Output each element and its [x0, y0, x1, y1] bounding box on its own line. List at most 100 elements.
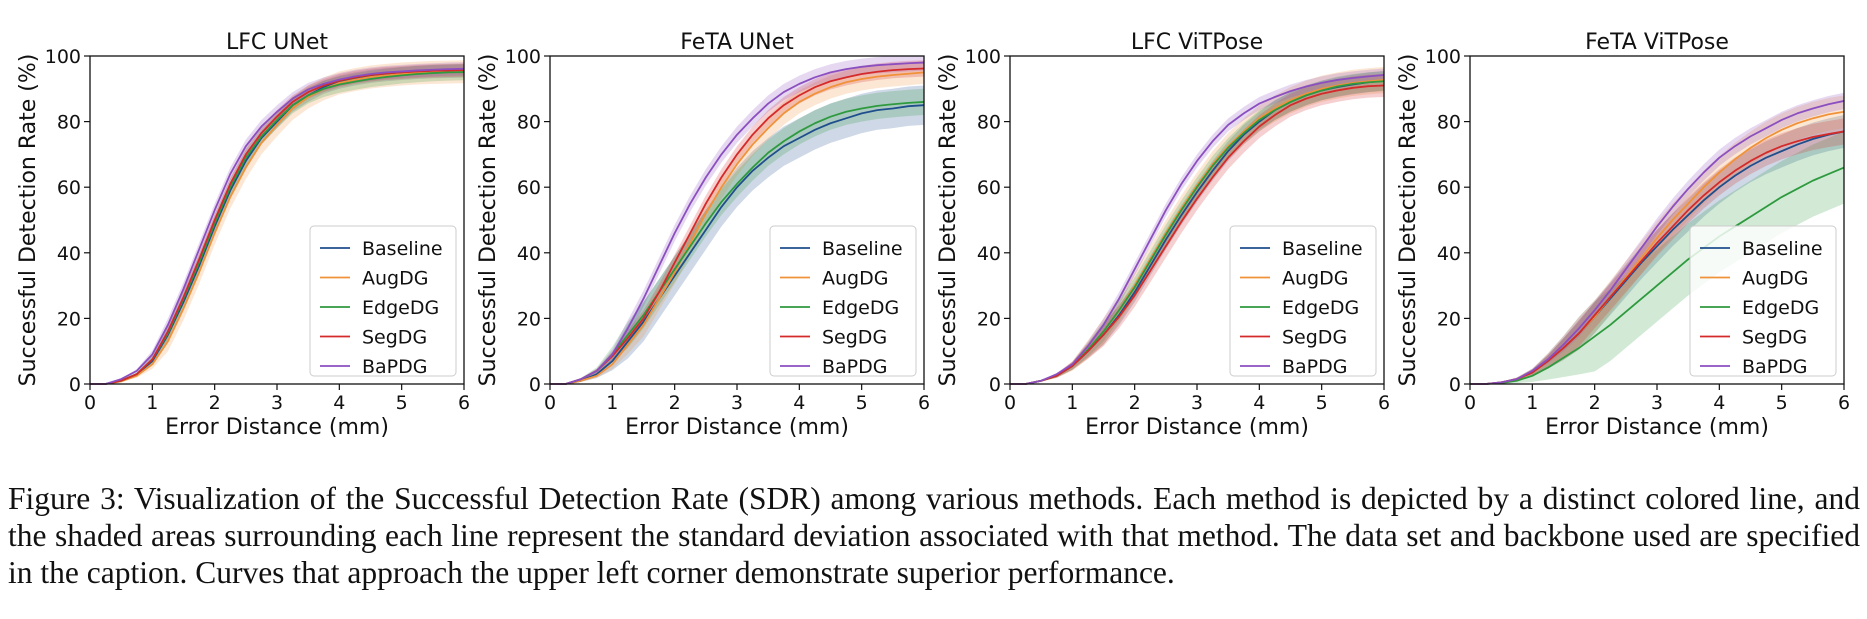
x-tick-label: 0: [1464, 392, 1476, 414]
y-axis-label: Successful Detection Rate (%): [936, 54, 961, 387]
series-line-edgedg: [1470, 166, 1845, 385]
series-line-augdg: [90, 70, 465, 385]
legend-box: [769, 225, 917, 377]
x-tick-label: 1: [606, 392, 618, 414]
legend-label-segdg: SegDG: [362, 327, 427, 349]
y-tick-label: 60: [1437, 177, 1461, 199]
legend-label-segdg: SegDG: [1742, 327, 1807, 349]
std-band-segdg: [1470, 118, 1844, 384]
y-tick-label: 0: [989, 374, 1001, 396]
std-band-edgedg: [550, 88, 924, 385]
y-tick-label: 20: [517, 308, 541, 330]
y-tick-label: 0: [1449, 374, 1461, 396]
x-tick-label: 3: [1651, 392, 1663, 414]
y-tick-label: 40: [1437, 243, 1461, 265]
legend-label-edgedg: EdgeDG: [362, 297, 439, 319]
legend-label-bapdg: BaPDG: [1742, 356, 1808, 378]
y-axis-label: Successful Detection Rate (%): [16, 54, 41, 387]
chart-title: FeTA ViTPose: [1585, 30, 1729, 55]
chart-title: LFC ViTPose: [1131, 30, 1263, 55]
legend: Baseline AugDG EdgeDG SegDG BaPDG: [309, 225, 457, 378]
legend-label-augdg: AugDG: [822, 268, 888, 290]
y-tick-label: 40: [977, 243, 1001, 265]
x-tick-label: 5: [1776, 392, 1788, 414]
series-line-segdg: [90, 69, 465, 385]
y-tick-label: 0: [69, 374, 81, 396]
legend-box: [1229, 225, 1377, 377]
series-line-segdg: [1010, 84, 1385, 385]
y-tick-label: 80: [1437, 112, 1461, 134]
y-tick-label: 60: [517, 177, 541, 199]
legend-label-edgedg: EdgeDG: [1282, 297, 1359, 319]
series-line-augdg: [550, 71, 925, 385]
legend-box: [309, 225, 457, 377]
std-band-baseline: [1470, 115, 1844, 384]
y-tick-label: 40: [517, 243, 541, 265]
y-axis-label: Successful Detection Rate (%): [1396, 54, 1421, 387]
y-tick-label: 80: [517, 112, 541, 134]
legend-label-baseline: Baseline: [362, 238, 443, 260]
x-tick-label: 0: [544, 392, 556, 414]
y-tick-label: 60: [57, 177, 81, 199]
x-tick-label: 6: [1838, 392, 1850, 414]
series-line-bapdg: [1470, 100, 1845, 385]
legend-box: [1689, 225, 1837, 377]
legend: Baseline AugDG EdgeDG SegDG BaPDG: [769, 225, 917, 378]
x-tick-label: 1: [1066, 392, 1078, 414]
x-axis-label: Error Distance (mm): [1545, 415, 1769, 440]
x-axis-label: Error Distance (mm): [165, 415, 389, 440]
series-line-segdg: [550, 67, 925, 385]
legend-label-baseline: Baseline: [822, 238, 903, 260]
y-tick-label: 100: [505, 46, 541, 68]
x-tick-label: 4: [793, 392, 805, 414]
x-tick-label: 5: [396, 392, 408, 414]
series-line-baseline: [550, 104, 925, 385]
legend-label-edgedg: EdgeDG: [1742, 297, 1819, 319]
x-tick-label: 6: [1378, 392, 1390, 414]
legend-label-baseline: Baseline: [1742, 238, 1823, 260]
legend: Baseline AugDG EdgeDG SegDG BaPDG: [1229, 225, 1377, 378]
x-tick-label: 4: [333, 392, 345, 414]
series-line-segdg: [1470, 130, 1845, 385]
series-line-bapdg: [1010, 74, 1385, 385]
legend-label-edgedg: EdgeDG: [822, 297, 899, 319]
x-tick-label: 2: [209, 392, 221, 414]
y-tick-label: 40: [57, 243, 81, 265]
y-tick-label: 60: [977, 177, 1001, 199]
x-tick-label: 2: [669, 392, 681, 414]
std-band-augdg: [1470, 95, 1844, 385]
y-tick-label: 80: [977, 112, 1001, 134]
x-tick-label: 1: [146, 392, 158, 414]
series-line-bapdg: [90, 67, 465, 385]
x-tick-label: 3: [1191, 392, 1203, 414]
chart-title: LFC UNet: [226, 30, 328, 55]
chart-title: FeTA UNet: [680, 30, 794, 55]
x-tick-label: 0: [84, 392, 96, 414]
std-band-edgedg: [1470, 131, 1844, 384]
y-tick-label: 100: [965, 46, 1001, 68]
x-tick-label: 2: [1589, 392, 1601, 414]
figure-caption: Figure 3: Visualization of the Successfu…: [8, 481, 1860, 590]
y-tick-label: 100: [1425, 46, 1461, 68]
x-tick-label: 6: [458, 392, 470, 414]
legend-label-augdg: AugDG: [1742, 268, 1808, 290]
legend-label-bapdg: BaPDG: [822, 356, 888, 378]
legend-label-bapdg: BaPDG: [362, 356, 428, 378]
legend-label-bapdg: BaPDG: [1282, 356, 1348, 378]
legend-label-segdg: SegDG: [822, 327, 887, 349]
std-band-bapdg: [550, 56, 924, 384]
legend-label-augdg: AugDG: [362, 268, 428, 290]
x-tick-label: 5: [1316, 392, 1328, 414]
y-tick-label: 0: [529, 374, 541, 396]
y-tick-label: 20: [1437, 308, 1461, 330]
y-tick-label: 20: [977, 308, 1001, 330]
series-line-bapdg: [550, 61, 925, 385]
std-band-baseline: [550, 85, 924, 385]
x-tick-label: 6: [918, 392, 930, 414]
x-axis-label: Error Distance (mm): [1085, 415, 1309, 440]
x-tick-label: 3: [731, 392, 743, 414]
